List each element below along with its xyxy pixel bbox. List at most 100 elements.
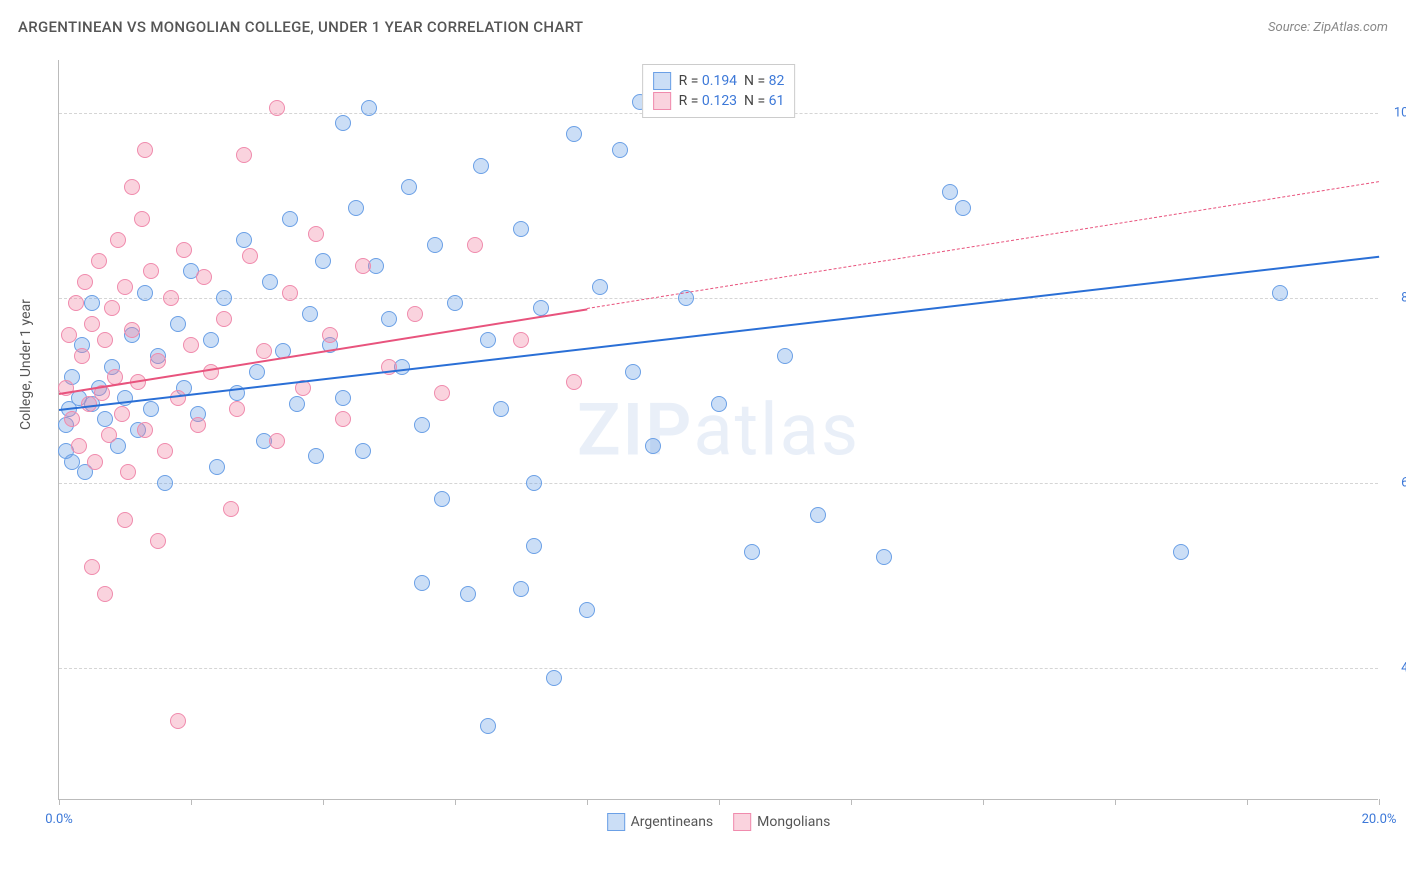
scatter-point	[143, 263, 159, 279]
scatter-point	[81, 396, 97, 412]
scatter-point	[302, 306, 318, 322]
scatter-point	[120, 464, 136, 480]
scatter-point	[315, 253, 331, 269]
scatter-point	[289, 396, 305, 412]
series-legend-label: Argentineans	[631, 814, 713, 830]
scatter-point	[526, 475, 542, 491]
scatter-point	[203, 332, 219, 348]
x-tick	[983, 799, 984, 805]
scatter-point	[150, 533, 166, 549]
scatter-point	[322, 327, 338, 343]
scatter-point	[183, 337, 199, 353]
scatter-point	[170, 713, 186, 729]
scatter-point	[137, 422, 153, 438]
x-tick-label: 20.0%	[1362, 812, 1397, 827]
scatter-point	[612, 142, 628, 158]
scatter-point	[110, 232, 126, 248]
scatter-point	[134, 211, 150, 227]
scatter-point	[414, 575, 430, 591]
scatter-point	[249, 364, 265, 380]
scatter-point	[401, 179, 417, 195]
scatter-point	[87, 454, 103, 470]
scatter-point	[434, 385, 450, 401]
gridline	[59, 483, 1378, 484]
scatter-point	[467, 237, 483, 253]
scatter-point	[876, 549, 892, 565]
scatter-point	[645, 438, 661, 454]
scatter-point	[566, 374, 582, 390]
x-tick	[191, 799, 192, 805]
scatter-point	[61, 327, 77, 343]
scatter-point	[348, 200, 364, 216]
scatter-point	[744, 544, 760, 560]
scatter-point	[68, 295, 84, 311]
scatter-point	[97, 332, 113, 348]
scatter-point	[381, 311, 397, 327]
scatter-point	[711, 396, 727, 412]
scatter-point	[77, 274, 93, 290]
x-tick	[1115, 799, 1116, 805]
x-tick	[587, 799, 588, 805]
chart-plot-area: ZIPatlas 47.5%65.0%82.5%100.0%0.0%20.0%R…	[58, 60, 1378, 800]
scatter-point	[163, 290, 179, 306]
y-tick-label: 47.5%	[1386, 660, 1406, 675]
scatter-point	[493, 401, 509, 417]
scatter-point	[308, 226, 324, 242]
scatter-point	[176, 242, 192, 258]
scatter-point	[104, 300, 120, 316]
x-tick	[1379, 799, 1380, 805]
source-label: Source: ZipAtlas.com	[1268, 20, 1388, 35]
scatter-point	[150, 353, 166, 369]
scatter-point	[335, 115, 351, 131]
scatter-point	[209, 459, 225, 475]
gridline	[59, 298, 1378, 299]
scatter-point	[256, 343, 272, 359]
scatter-point	[480, 332, 496, 348]
scatter-point	[361, 100, 377, 116]
scatter-point	[236, 232, 252, 248]
series-legend-item: Mongolians	[733, 813, 830, 831]
scatter-point	[335, 411, 351, 427]
scatter-point	[955, 200, 971, 216]
stats-legend-row: R = 0.194 N = 82	[653, 71, 785, 91]
scatter-point	[137, 142, 153, 158]
scatter-point	[269, 100, 285, 116]
scatter-point	[236, 147, 252, 163]
scatter-point	[229, 401, 245, 417]
legend-stat-text: R = 0.194 N = 82	[679, 73, 785, 89]
scatter-point	[223, 501, 239, 517]
scatter-point	[242, 248, 258, 264]
scatter-point	[170, 390, 186, 406]
scatter-point	[216, 290, 232, 306]
stats-legend-row: R = 0.123 N = 61	[653, 91, 785, 111]
x-tick	[59, 799, 60, 805]
scatter-point	[427, 237, 443, 253]
scatter-point	[101, 427, 117, 443]
scatter-point	[513, 581, 529, 597]
scatter-point	[91, 253, 107, 269]
scatter-point	[513, 221, 529, 237]
x-tick	[455, 799, 456, 805]
scatter-point	[170, 316, 186, 332]
scatter-point	[777, 348, 793, 364]
scatter-point	[196, 269, 212, 285]
series-legend-label: Mongolians	[757, 814, 830, 830]
legend-stat-text: R = 0.123 N = 61	[679, 93, 785, 109]
scatter-point	[566, 126, 582, 142]
scatter-point	[355, 443, 371, 459]
scatter-point	[124, 179, 140, 195]
x-tick-label: 0.0%	[45, 812, 73, 827]
scatter-point	[308, 448, 324, 464]
scatter-point	[1272, 285, 1288, 301]
legend-swatch	[607, 813, 625, 831]
scatter-point	[157, 475, 173, 491]
y-tick-label: 100.0%	[1386, 105, 1406, 120]
scatter-point	[414, 417, 430, 433]
scatter-point	[579, 602, 595, 618]
scatter-point	[124, 322, 140, 338]
scatter-point	[114, 406, 130, 422]
scatter-point	[810, 507, 826, 523]
scatter-point	[190, 417, 206, 433]
scatter-point	[460, 586, 476, 602]
scatter-point	[407, 306, 423, 322]
